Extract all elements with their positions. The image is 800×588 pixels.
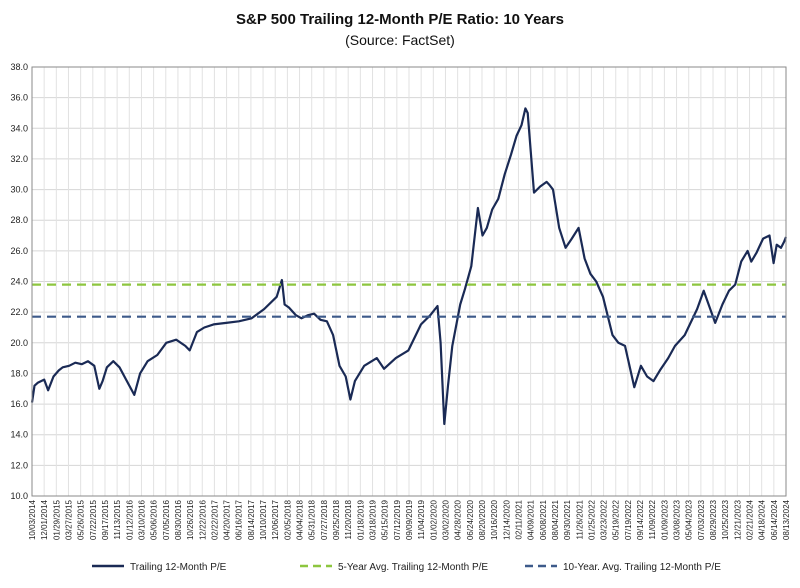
x-tick-label: 11/13/2015 <box>113 499 122 539</box>
x-tick-label: 02/05/2018 <box>283 499 292 540</box>
y-tick-label: 14.0 <box>10 430 28 440</box>
x-tick-label: 09/25/2018 <box>332 499 341 540</box>
chart-subtitle: (Source: FactSet) <box>345 32 455 48</box>
x-tick-label: 06/14/2024 <box>770 499 779 540</box>
x-tick-label: 04/09/2021 <box>527 499 536 540</box>
x-tick-label: 04/28/2020 <box>454 499 463 540</box>
x-tick-label: 05/06/2016 <box>150 499 159 540</box>
x-tick-label: 05/26/2015 <box>77 499 86 540</box>
x-tick-label: 02/22/2017 <box>210 499 219 540</box>
legend-item-5yr-avg: 5-Year Avg. Trailing 12-Month P/E <box>300 562 488 573</box>
x-tick-label: 05/31/2018 <box>308 499 317 540</box>
x-tick-label: 08/29/2023 <box>709 499 718 540</box>
x-tick-label: 11/04/2019 <box>417 499 426 539</box>
x-tick-label: 09/30/2021 <box>563 499 572 540</box>
x-tick-label: 10/10/2017 <box>259 499 268 540</box>
y-tick-label: 20.0 <box>10 338 28 348</box>
x-tick-label: 04/20/2017 <box>223 499 232 540</box>
x-tick-label: 01/12/2016 <box>125 499 134 540</box>
x-tick-label: 05/19/2022 <box>612 499 621 540</box>
plot-frame <box>31 66 787 497</box>
x-tick-label: 07/19/2022 <box>624 499 633 540</box>
x-tick-label: 12/06/2017 <box>271 499 280 540</box>
y-tick-label: 26.0 <box>10 246 28 256</box>
x-tick-label: 12/14/2020 <box>502 499 511 540</box>
x-tick-label: 01/18/2019 <box>356 499 365 540</box>
x-tick-label: 10/26/2016 <box>186 499 195 540</box>
x-tick-label: 12/22/2016 <box>198 499 207 540</box>
x-tick-label: 10/25/2023 <box>721 499 730 540</box>
x-tick-label: 08/20/2020 <box>478 499 487 540</box>
x-tick-label: 03/23/2022 <box>600 499 609 540</box>
x-tick-label: 06/08/2021 <box>539 499 548 540</box>
y-axis-ticks: 10.0 12.0 14.0 16.0 18.0 20.0 22.0 24.0 26.0 28.0… <box>10 62 28 501</box>
x-tick-label: 06/16/2017 <box>235 499 244 540</box>
y-tick-label: 22.0 <box>10 307 28 317</box>
x-tick-label: 03/10/2016 <box>137 499 146 540</box>
x-tick-label: 06/24/2020 <box>466 499 475 540</box>
legend-item-trailing-pe: Trailing 12-Month P/E <box>92 562 227 573</box>
x-tick-label: 01/09/2023 <box>660 499 669 540</box>
legend-label: 10-Year. Avg. Trailing 12-Month P/E <box>563 562 721 573</box>
x-tick-label: 03/18/2019 <box>369 499 378 540</box>
gridlines <box>31 66 787 497</box>
x-tick-label: 07/22/2015 <box>89 499 98 540</box>
x-tick-label: 03/08/2023 <box>673 499 682 540</box>
x-tick-label: 11/26/2021 <box>575 499 584 539</box>
legend-label: Trailing 12-Month P/E <box>130 562 227 573</box>
y-tick-label: 36.0 <box>10 93 28 103</box>
x-tick-label: 09/14/2022 <box>636 499 645 540</box>
x-tick-label: 02/21/2024 <box>746 499 755 540</box>
y-tick-label: 12.0 <box>10 460 28 470</box>
series-line-trailing-pe <box>30 107 788 426</box>
x-tick-label: 12/01/2014 <box>40 499 49 540</box>
x-tick-label: 05/15/2019 <box>381 499 390 540</box>
y-tick-label: 24.0 <box>10 277 28 287</box>
x-tick-label: 07/03/2023 <box>697 499 706 540</box>
y-tick-label: 10.0 <box>10 491 28 501</box>
legend-item-10yr-avg: 10-Year. Avg. Trailing 12-Month P/E <box>525 562 721 573</box>
y-tick-label: 32.0 <box>10 154 28 164</box>
y-tick-label: 30.0 <box>10 185 28 195</box>
x-tick-label: 10/16/2020 <box>490 499 499 540</box>
x-tick-label: 04/18/2024 <box>758 499 767 540</box>
x-tick-label: 01/29/2015 <box>52 499 61 540</box>
chart-title: S&P 500 Trailing 12-Month P/E Ratio: 10 … <box>236 11 564 28</box>
x-tick-label: 11/09/2022 <box>648 499 657 539</box>
x-tick-label: 02/11/2021 <box>514 499 523 539</box>
y-tick-label: 28.0 <box>10 215 28 225</box>
y-tick-label: 34.0 <box>10 123 28 133</box>
x-tick-label: 01/02/2020 <box>429 499 438 540</box>
x-tick-label: 11/20/2018 <box>344 499 353 539</box>
x-tick-label: 08/14/2017 <box>247 499 256 540</box>
x-tick-label: 12/21/2023 <box>733 499 742 540</box>
x-tick-label: 07/12/2019 <box>393 499 402 540</box>
x-tick-label: 05/04/2023 <box>685 499 694 540</box>
plot-area-border <box>31 66 787 497</box>
x-tick-label: 08/30/2016 <box>174 499 183 540</box>
x-tick-label: 01/25/2022 <box>587 499 596 540</box>
y-tick-label: 38.0 <box>10 62 28 72</box>
x-tick-label: 08/04/2021 <box>551 499 560 540</box>
x-tick-label: 09/09/2019 <box>405 499 414 540</box>
series-group <box>30 107 788 426</box>
x-axis-ticks: 10/03/2014 12/01/2014 01/29/2015 03/27/2015… <box>28 499 791 540</box>
x-tick-label: 09/17/2015 <box>101 499 110 540</box>
y-tick-label: 16.0 <box>10 399 28 409</box>
legend: Trailing 12-Month P/E 5-Year Avg. Trailin… <box>92 562 721 573</box>
x-tick-label: 08/13/2024 <box>782 499 791 540</box>
x-tick-label: 04/04/2018 <box>296 499 305 540</box>
legend-label: 5-Year Avg. Trailing 12-Month P/E <box>338 562 488 573</box>
x-tick-label: 10/03/2014 <box>28 499 37 540</box>
x-tick-label: 03/02/2020 <box>441 499 450 540</box>
x-tick-label: 07/05/2016 <box>162 499 171 540</box>
x-tick-label: 03/27/2015 <box>64 499 73 540</box>
y-tick-label: 18.0 <box>10 368 28 378</box>
x-tick-label: 07/27/2018 <box>320 499 329 540</box>
